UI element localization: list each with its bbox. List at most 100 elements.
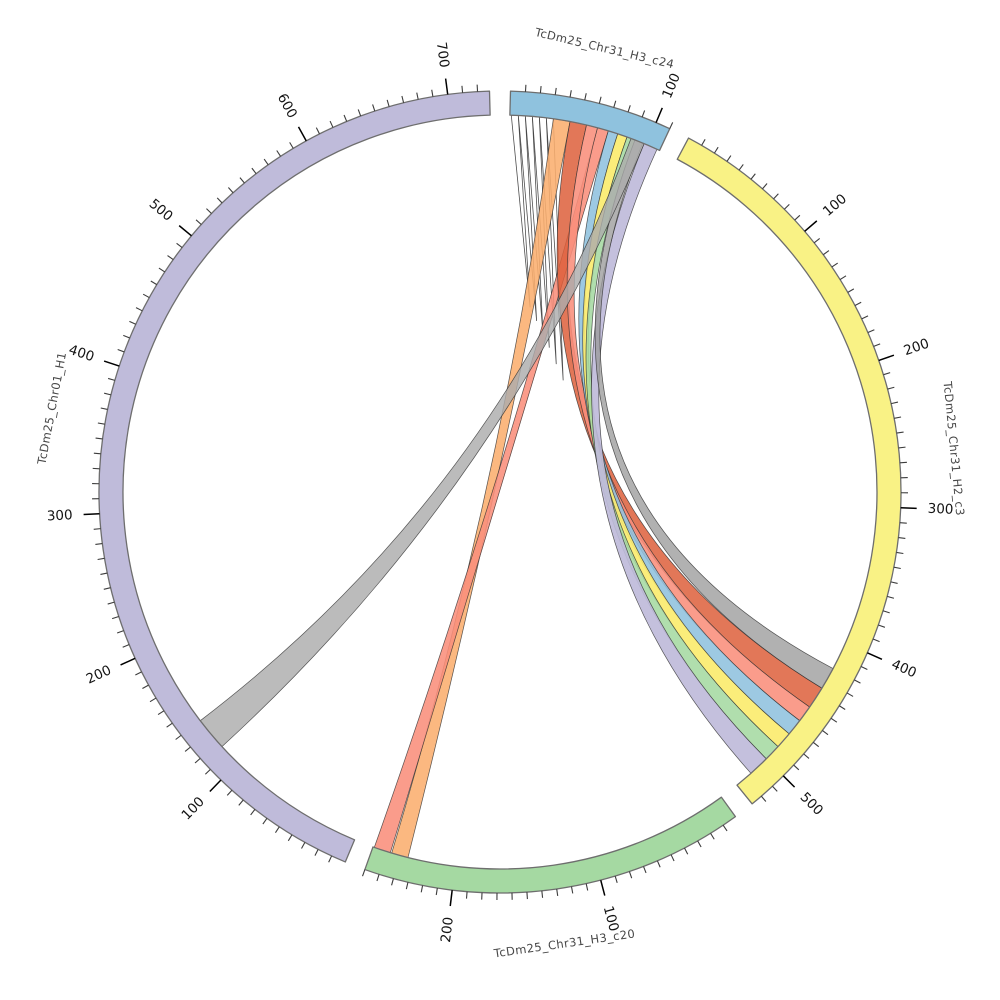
minor-tick-c3-510 [772, 785, 778, 792]
sector-name-c24: TcDm25_Chr31_H3_c24 [533, 25, 676, 72]
minor-tick-H1-440 [135, 307, 143, 312]
minor-tick-H1-220 [116, 630, 124, 634]
minor-tick-c3-170 [861, 315, 869, 320]
minor-tick-H1-130 [184, 746, 191, 752]
minor-tick-H1-160 [157, 710, 165, 716]
minor-tick-H1-470 [158, 267, 166, 273]
tick-label-c20-200: 200 [438, 916, 457, 944]
minor-tick-H1-190 [135, 671, 142, 676]
minor-tick-H1-140 [175, 734, 182, 740]
sector-name-H1: TcDm25_Chr01_H1 [34, 351, 69, 467]
major-tick-c20-100 [600, 879, 606, 896]
minor-tick-c3-220 [887, 386, 895, 390]
major-tick-c3-100 [804, 220, 818, 232]
minor-tick-H1-430 [129, 320, 136, 325]
minor-tick-H1-660 [386, 99, 390, 107]
minor-tick-c3-60 [762, 183, 768, 190]
minor-tick-H1-360 [97, 422, 105, 425]
major-tick-c3-500 [782, 775, 796, 788]
minor-tick-c3-20 [713, 146, 719, 154]
minor-tick-H1-10 [328, 855, 333, 863]
minor-tick-H1-40 [287, 834, 293, 842]
minor-tick-c3-450 [830, 717, 838, 723]
minor-tick-c20-70 [643, 866, 647, 874]
major-tick-c24-100 [655, 107, 663, 123]
major-tick-c3-300 [900, 506, 917, 510]
minor-tick-c3-30 [726, 155, 732, 162]
minor-tick-H1-120 [194, 757, 201, 764]
minor-tick-H1-410 [117, 348, 125, 353]
minor-tick-c3-370 [882, 610, 890, 614]
minor-tick-c20-190 [465, 891, 468, 899]
minor-tick-c3-390 [872, 638, 880, 643]
minor-tick-H1-680 [416, 92, 419, 100]
minor-tick-H1-280 [95, 542, 103, 545]
minor-tick-H1-30 [301, 842, 306, 849]
minor-tick-H1-530 [216, 197, 223, 204]
minor-tick-c20-250 [376, 874, 380, 882]
sector-band-H1 [98, 90, 491, 863]
tick-label-c3-400: 400 [889, 656, 919, 681]
minor-tick-c20-20 [710, 832, 715, 840]
minor-tick-H1-640 [357, 109, 362, 117]
minor-tick-c20-80 [628, 871, 633, 879]
minor-tick-H1-560 [251, 167, 257, 175]
minor-tick-H1-60 [262, 818, 268, 825]
minor-tick-c3-320 [898, 537, 906, 539]
major-tick-c3-400 [867, 652, 883, 660]
major-tick-H1-400 [103, 360, 120, 367]
tick-label-c3-100: 100 [820, 191, 850, 220]
minor-tick-H1-90 [226, 789, 233, 796]
minor-tick-c24-20 [539, 86, 542, 94]
minor-tick-c3-490 [793, 764, 800, 771]
minor-tick-c3-80 [783, 203, 790, 210]
minor-tick-c24-30 [554, 87, 557, 95]
minor-tick-c20-220 [420, 885, 424, 893]
minor-tick-c3-430 [846, 692, 854, 697]
tick-label-H1-700: 700 [433, 41, 452, 69]
minor-tick-H1-110 [204, 768, 211, 775]
minor-tick-c3-40 [738, 164, 744, 171]
minor-tick-c3-470 [812, 741, 820, 748]
minor-tick-c3-440 [838, 705, 846, 710]
minor-tick-c24-50 [584, 93, 587, 101]
minor-tick-c3-240 [894, 416, 902, 419]
minor-tick-c20-210 [435, 887, 438, 896]
minor-tick-c20-60 [656, 860, 661, 868]
minor-tick-c3-230 [891, 401, 899, 405]
minor-tick-c24-40 [569, 90, 572, 98]
minor-tick-c24-70 [613, 100, 617, 108]
tick-label-H1-100: 100 [178, 794, 207, 824]
minor-tick-c3-140 [839, 275, 847, 281]
minor-tick-H1-630 [343, 114, 348, 122]
minor-tick-c20-30 [697, 840, 702, 848]
minor-tick-c3-310 [899, 522, 907, 524]
major-tick-H1-300 [83, 512, 100, 516]
label-layer: 100TcDm25_Chr31_H3_c24100200300400500TcD… [34, 25, 967, 961]
minor-tick-c3-360 [887, 595, 895, 599]
minor-tick-c3-460 [822, 730, 829, 736]
minor-tick-H1-510 [195, 219, 202, 225]
minor-tick-H1-550 [239, 177, 245, 184]
major-tick-c20-200 [449, 890, 453, 907]
tick-label-c3-300: 300 [927, 501, 953, 518]
sector-name-c3: TcDm25_Chr31_H2_c3 [940, 380, 967, 517]
minor-tick-c20-260 [362, 869, 366, 877]
minor-tick-c20-140 [541, 890, 544, 898]
minor-tick-H1-270 [97, 557, 105, 561]
tick-label-H1-300: 300 [46, 507, 73, 524]
minor-tick-H1-670 [401, 95, 405, 103]
minor-tick-H1-250 [103, 587, 111, 590]
minor-tick-c20-120 [570, 886, 574, 894]
sector-band-c24 [509, 90, 671, 152]
major-tick-H1-700 [444, 78, 449, 95]
minor-tick-c3-210 [883, 372, 891, 376]
minor-tick-H1-390 [107, 377, 116, 381]
minor-tick-H1-590 [289, 142, 294, 149]
minor-tick-c3-330 [896, 551, 904, 555]
minor-tick-c24-110 [669, 122, 674, 129]
sector-band-c3 [676, 137, 902, 805]
minor-tick-H1-50 [274, 826, 280, 833]
